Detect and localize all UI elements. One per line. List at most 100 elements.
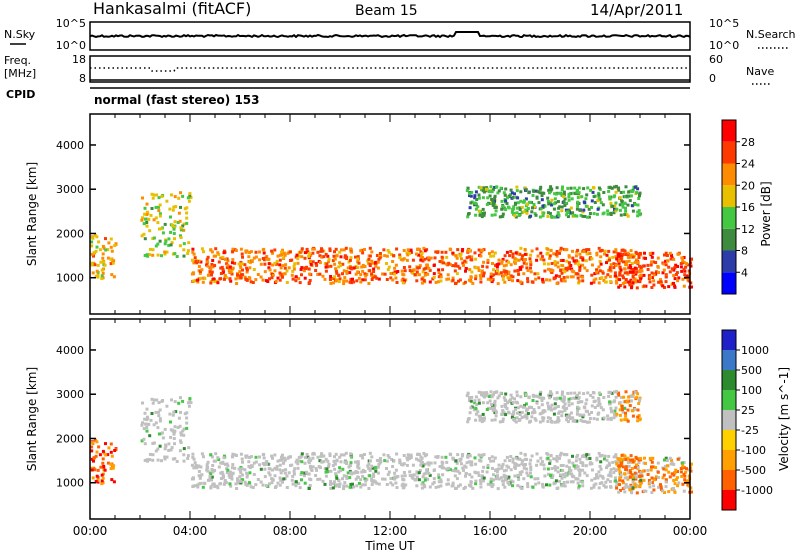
- power-cell: [234, 249, 238, 252]
- velocity-cell: [334, 472, 338, 476]
- velocity-cell: [275, 467, 279, 471]
- power-cell: [185, 216, 189, 220]
- power-cell: [200, 268, 204, 272]
- power-cell: [145, 224, 149, 228]
- power-cell: [644, 256, 647, 260]
- power-cell: [481, 207, 485, 211]
- power-cell: [549, 201, 553, 205]
- power-cell: [294, 255, 298, 259]
- power-cell: [241, 273, 245, 277]
- velocity-cell: [564, 413, 568, 417]
- power-cell: [478, 213, 482, 217]
- velocity-cell: [602, 484, 606, 487]
- velocity-cell: [209, 472, 213, 476]
- power-cell: [578, 252, 582, 256]
- velocity-cell: [322, 460, 326, 464]
- power-cell: [614, 279, 618, 283]
- power-cell: [590, 206, 593, 209]
- velocity-cell: [612, 467, 616, 471]
- power-cell: [361, 263, 365, 267]
- velocity-cell: [489, 407, 492, 410]
- power-cell: [90, 261, 94, 265]
- power-cell: [518, 266, 522, 270]
- velocity-cell: [614, 414, 618, 418]
- power-cell: [326, 254, 330, 258]
- power-cell: [686, 263, 690, 267]
- power-cell: [206, 255, 210, 259]
- power-cell: [577, 281, 581, 285]
- velocity-cell: [502, 479, 505, 483]
- power-cell: [503, 254, 507, 258]
- power-cell: [672, 274, 676, 277]
- velocity-cell: [620, 453, 624, 457]
- velocity-cell: [619, 473, 623, 477]
- velocity-cell: [211, 470, 215, 474]
- power-cell: [219, 256, 223, 260]
- power-cell: [408, 251, 412, 255]
- velocity-cell: [633, 471, 637, 475]
- power-cell: [359, 249, 363, 253]
- velocity-cell: [550, 392, 554, 396]
- velocity-cell: [300, 454, 304, 458]
- velocity-cell: [376, 465, 380, 469]
- power-cell: [240, 252, 244, 256]
- power-cell: [482, 213, 486, 217]
- velocity-cell: [529, 468, 533, 472]
- power-cell: [101, 252, 105, 256]
- power-cell: [145, 221, 149, 224]
- velocity-cell: [250, 464, 254, 468]
- power-cell: [148, 247, 152, 251]
- power-cell: [529, 266, 532, 270]
- power-cell: [308, 279, 312, 282]
- velocity-cell: [381, 477, 385, 481]
- power-cell: [432, 275, 436, 279]
- power-cell: [592, 212, 596, 216]
- velocity-cell: [345, 484, 349, 488]
- velocity-cell: [657, 476, 660, 479]
- velocity-cell: [555, 487, 559, 490]
- power-cell: [480, 249, 484, 253]
- power-cell: [555, 250, 559, 253]
- power-cell: [188, 194, 192, 198]
- velocity-cell: [367, 462, 371, 466]
- velocity-cell: [578, 473, 582, 477]
- power-cell: [393, 272, 397, 276]
- power-cell: [150, 207, 154, 210]
- velocity-cell: [331, 464, 335, 468]
- power-cell: [612, 195, 616, 199]
- power-cell: [489, 254, 493, 258]
- velocity-cell: [534, 418, 538, 422]
- power-cell: [635, 278, 639, 282]
- velocity-cell: [485, 408, 489, 411]
- velocity-cell: [469, 480, 473, 484]
- velocity-cell: [554, 397, 558, 401]
- velocity-cell: [560, 476, 564, 480]
- velocity-cell: [598, 474, 602, 478]
- power-cell: [478, 211, 482, 215]
- velocity-cell: [209, 486, 213, 490]
- velocity-cell: [331, 486, 335, 490]
- power-cell: [305, 265, 309, 269]
- velocity-cell: [265, 462, 269, 466]
- velocity-cell: [601, 408, 605, 412]
- velocity-cell: [285, 474, 289, 478]
- power-cell: [229, 279, 233, 283]
- power-cell: [649, 263, 653, 267]
- power-cell: [170, 193, 173, 197]
- power-cell: [582, 200, 586, 204]
- velocity-cell: [563, 402, 567, 406]
- velocity-cell: [192, 477, 195, 481]
- power-cell: [490, 197, 494, 201]
- power-cell: [361, 278, 365, 282]
- velocity-cell: [179, 441, 183, 444]
- power-cell: [454, 282, 457, 285]
- power-cell: [95, 235, 99, 239]
- velocity-cell: [169, 448, 173, 452]
- velocity-cell: [370, 455, 374, 459]
- velocity-cell: [541, 484, 545, 488]
- velocity-cell: [389, 481, 393, 485]
- power-cell: [509, 188, 513, 192]
- velocity-cell: [560, 398, 564, 402]
